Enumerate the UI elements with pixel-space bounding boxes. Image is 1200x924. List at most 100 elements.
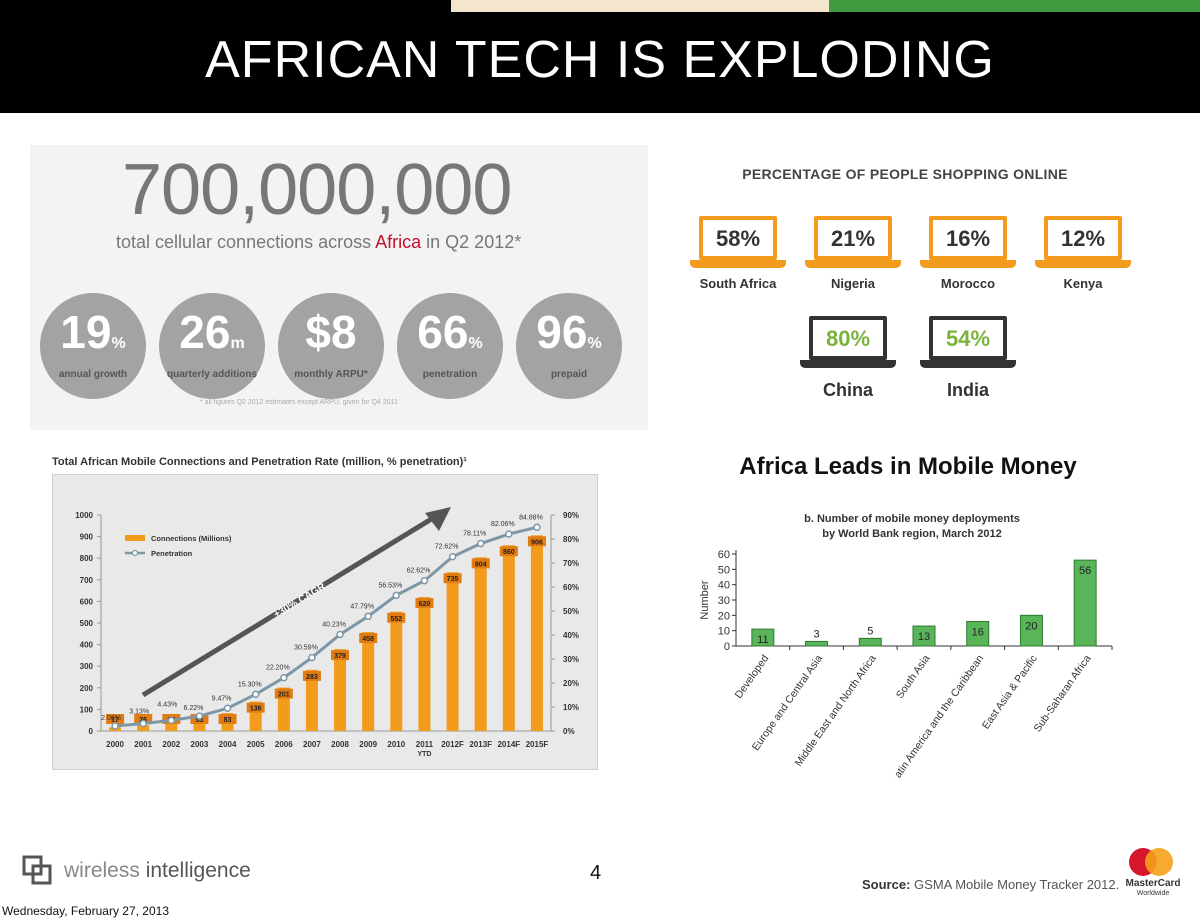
- connection-bar: [502, 545, 515, 731]
- y-tick-label: 700: [80, 576, 94, 585]
- mm-category-label: East Asia & Pacific: [980, 653, 1040, 732]
- penetration-label: 9.47%: [212, 695, 232, 702]
- laptop-screen: 12%: [1044, 216, 1122, 260]
- bar-value-label: 17: [111, 717, 119, 724]
- bar-value-label: 136: [250, 706, 262, 713]
- mm-y-tick-label: 10: [718, 626, 730, 638]
- y-tick-label: 500: [80, 619, 94, 628]
- category-label: 2007: [303, 740, 321, 749]
- connections-chart: 0 100 200 300 400 500 600 700 800 900 1000 0% 10% 20%…: [75, 507, 579, 758]
- stat-circle-growth: 19% annual growth: [40, 293, 146, 399]
- category-label: 2003: [191, 740, 209, 749]
- penetration-point: [111, 722, 119, 730]
- bar-value-label: 379: [334, 653, 346, 660]
- connection-bar: [474, 557, 487, 731]
- category-label: 2002: [162, 740, 180, 749]
- bar-value-box: [443, 573, 462, 584]
- penetration-label: 15.30%: [238, 681, 262, 688]
- y2-tick-label: 40%: [563, 631, 579, 640]
- category-label: 2011: [416, 740, 434, 749]
- category-label: 2012F: [441, 740, 464, 749]
- y-tick-label: 400: [80, 641, 94, 650]
- y-tick-label: 200: [80, 684, 94, 693]
- connection-bar: [530, 535, 543, 731]
- penetration-point: [336, 630, 344, 639]
- y2-tick-label: 10%: [563, 703, 579, 712]
- category-sublabel: YTD: [417, 751, 431, 758]
- y2-tick-label: 90%: [563, 511, 579, 520]
- penetration-label: 30.59%: [294, 645, 318, 652]
- y2-tick-label: 80%: [563, 535, 579, 544]
- connections-chart-panel: 0 100 200 300 400 500 600 700 800 900 1000 0% 10% 20%…: [52, 474, 598, 770]
- cagr-arrow-head: [425, 507, 451, 531]
- connection-bar: [193, 719, 206, 731]
- mm-bar: [966, 620, 990, 647]
- mobile-money-chart: b. Number of mobile money deployments by …: [699, 513, 1113, 778]
- penetration-point: [364, 612, 372, 621]
- shopping-title: PERCENTAGE OF PEOPLE SHOPPING ONLINE: [742, 166, 1068, 182]
- penetration-point: [195, 712, 204, 720]
- mm-y-tick-label: 0: [724, 641, 730, 653]
- penetration-label: 72.62%: [435, 544, 459, 551]
- penetration-point: [505, 530, 513, 538]
- legend-label-connections: Connections (Millions): [151, 534, 232, 543]
- stat-circle-additions: 26m quarterly additions: [159, 293, 265, 399]
- stat-value: $8: [305, 306, 357, 358]
- stat-caption: annual growth: [58, 369, 128, 380]
- mm-category-label: Developed: [733, 653, 772, 701]
- penetration-point: [448, 552, 457, 561]
- mm-bar-value: 3: [814, 628, 820, 640]
- penetration-point: [280, 673, 288, 682]
- penetration-point: [251, 690, 260, 699]
- category-label: 2013F: [469, 740, 492, 749]
- connection-bar: [334, 649, 347, 731]
- connection-bar: [418, 597, 431, 731]
- mm-bar: [805, 640, 829, 647]
- stat-caption: monthly ARPU*: [294, 369, 368, 380]
- y-tick-label: 0: [89, 727, 94, 736]
- penetration-point: [420, 576, 429, 585]
- mm-bar: [1073, 559, 1097, 647]
- penetration-point: [223, 704, 232, 713]
- stat-caption: prepaid: [550, 369, 588, 380]
- country-label: South Africa: [699, 276, 777, 291]
- laptop-screen: 54%: [929, 316, 1007, 360]
- bar-value-label: 735: [447, 576, 459, 583]
- mm-bar-value: 5: [867, 625, 873, 637]
- legend-marker-penetration: [131, 549, 139, 557]
- bar-value-box: [527, 536, 546, 547]
- laptop-base: [920, 360, 1016, 368]
- penetration-point: [476, 539, 485, 548]
- laptop-base: [920, 260, 1016, 268]
- connection-bar: [446, 572, 459, 731]
- bar-value-label: 620: [419, 601, 431, 608]
- mobile-money-heading: Africa Leads in Mobile Money: [739, 453, 1077, 480]
- bar-value-box: [302, 670, 321, 681]
- accent-stripe-green: [829, 0, 1200, 12]
- y2-tick-label: 20%: [563, 679, 579, 688]
- stat-value: 26m: [179, 306, 245, 358]
- connection-bar: [362, 632, 375, 731]
- connection-bar: [165, 723, 178, 731]
- penetration-point: [308, 653, 316, 662]
- cagr-arrow-shaft: [141, 512, 440, 698]
- bar-value-label: 804: [475, 561, 487, 568]
- bar-value-box: [218, 714, 237, 724]
- country-label: Morocco: [940, 276, 996, 291]
- category-label: 2015F: [526, 740, 549, 749]
- mm-bar-value: 56: [1079, 565, 1091, 577]
- connection-bar: [305, 669, 318, 731]
- subline-after: in Q2 2012*: [421, 232, 522, 252]
- mm-bar: [912, 625, 936, 647]
- bar-value-box: [246, 702, 265, 713]
- mm-y-axis-label: Number: [699, 580, 711, 619]
- stat-circle-prepaid: 96% prepaid: [516, 293, 622, 399]
- legend-swatch-connections: [125, 535, 145, 541]
- mm-bar-value: 20: [1025, 620, 1037, 632]
- bar-value-label: 53: [196, 717, 204, 724]
- y-tick-label: 1000: [75, 511, 93, 520]
- country-label: China: [822, 380, 873, 400]
- slide-date: Wednesday, February 27, 2013: [2, 904, 169, 918]
- bar-value-label: 906: [531, 539, 543, 546]
- subline-before: total cellular connections across: [116, 232, 376, 252]
